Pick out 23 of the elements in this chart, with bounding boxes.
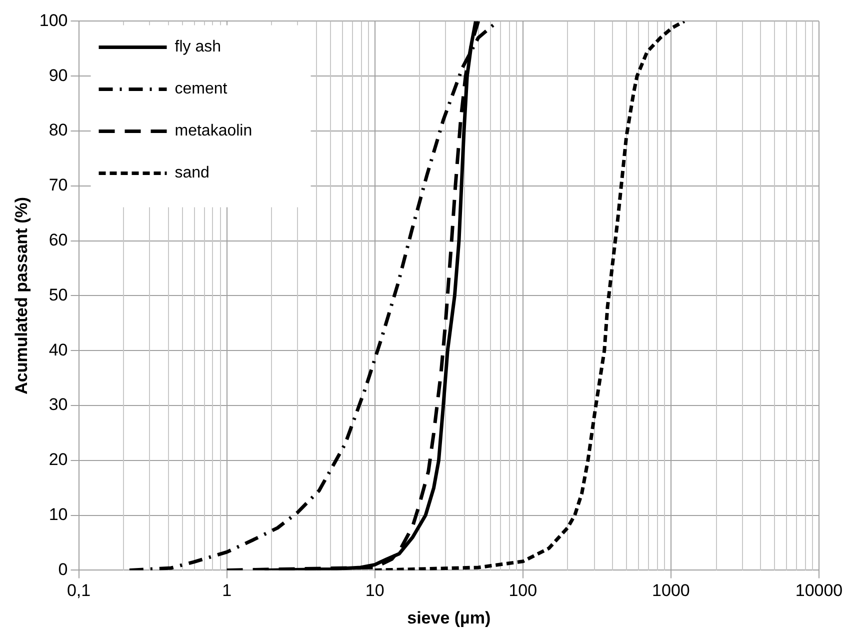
legend-label: cement: [174, 80, 228, 98]
x-tick-label: 10000: [795, 581, 843, 600]
y-tick-label: 30: [48, 395, 68, 414]
x-axis-title: sieve (µm): [407, 608, 491, 628]
legend-label: fly ash: [174, 38, 222, 56]
y-axis-title: Acumulated passant (%): [12, 196, 31, 394]
y-tick-label: 70: [48, 176, 68, 195]
x-tick-label: 100: [508, 581, 538, 600]
y-tick-label: 80: [48, 120, 68, 140]
x-tick-label: 10: [365, 581, 384, 600]
x-tick-label: 1: [222, 581, 232, 600]
x-tick-label: 1000: [652, 581, 690, 600]
y-tick-label: 50: [48, 285, 68, 304]
y-tick-label: 20: [48, 450, 68, 470]
y-tick-label: 0: [58, 560, 68, 579]
x-tick-label: 0,1: [66, 581, 91, 600]
y-tick-label: 60: [48, 230, 68, 250]
y-tick-label: 100: [39, 10, 68, 30]
legend-label: sand: [174, 164, 210, 182]
y-tick-label: 40: [48, 340, 68, 360]
legend-label: metakaolin: [174, 122, 252, 140]
y-tick-label: 10: [48, 504, 68, 524]
y-tick-label: 90: [48, 66, 68, 85]
